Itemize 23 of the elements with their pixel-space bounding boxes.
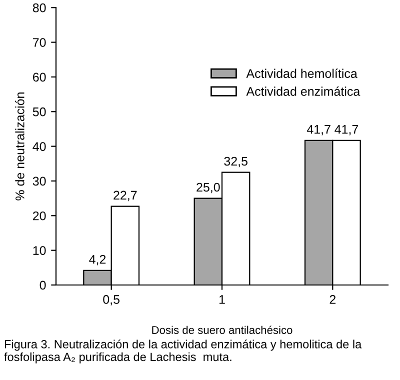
y-tick-label: 40 (32, 142, 46, 151)
x-tick-label: 2 (330, 295, 336, 304)
x-tick-label: 1 (219, 295, 225, 304)
y-tick-label: 60 (33, 72, 46, 82)
y-tick-label: 0 (40, 280, 46, 290)
y-axis-title: % de neutralización (15, 92, 24, 200)
y-tick-label: 70 (33, 38, 46, 47)
y-tick-label: 10 (33, 246, 46, 255)
data-label: 4,2 (89, 254, 106, 266)
legend-label: Actividad hemolítica (246, 68, 358, 78)
y-tick-label: 20 (33, 211, 46, 220)
data-label: 41,7 (334, 125, 358, 136)
y-tick-label: 80 (32, 3, 46, 12)
text: Figura 3. Neutralización de la actividad enzimática y hemolitica de la fosfolipasa A₂ purificada de Lachesis muta. (4, 340, 362, 364)
data-label: 25,0 (196, 182, 220, 194)
y-tick-label: 30 (32, 176, 46, 186)
data-label: 22,7 (114, 190, 137, 202)
data-label: 32,5 (224, 156, 248, 168)
x-axis-title: Dosis de suero antilachésico (152, 326, 292, 334)
legend-label: Actividad enzimática (246, 86, 360, 96)
x-tick-label: 0,5 (103, 295, 120, 306)
y-tick-label: 50 (32, 107, 46, 116)
data-label: 41,7 (306, 125, 330, 136)
